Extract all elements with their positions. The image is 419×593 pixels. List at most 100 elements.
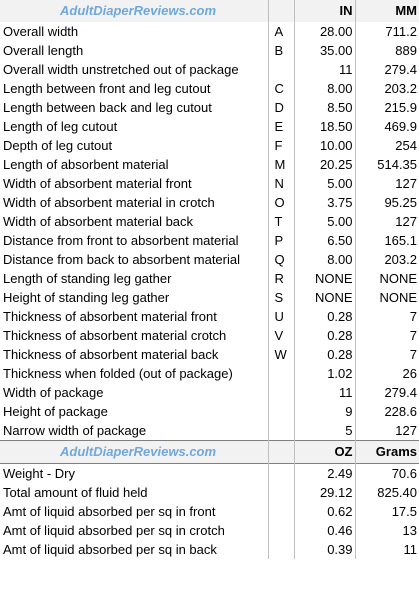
- row-in-value: 20.25: [294, 155, 356, 174]
- row-mm-value: 95.25: [384, 195, 417, 210]
- row-label: Width of absorbent material back: [0, 212, 269, 231]
- row-label: Length of leg cutout: [0, 117, 269, 136]
- table-row: Total amount of fluid held 29.12 825.40: [0, 483, 419, 502]
- table-row: Amt of liquid absorbed per sq in back 0.3…: [0, 540, 419, 559]
- row-label: Overall length: [0, 41, 269, 60]
- row-in-value: 0.28: [294, 345, 356, 364]
- row-in-value: 5: [294, 421, 356, 441]
- row-mm-value: 7: [409, 347, 417, 362]
- table-row: Width of absorbent material back T 5.00 127: [0, 212, 419, 231]
- table-row: Thickness of absorbent material crotch V 0…: [0, 326, 419, 345]
- weights-section: AdultDiaperReviews.com OZ Grams Weight -…: [0, 440, 419, 559]
- row-label: Distance from front to absorbent materia…: [0, 231, 269, 250]
- row-in-value: 8.00: [294, 79, 356, 98]
- header-row: AdultDiaperReviews.com IN MM: [0, 0, 419, 22]
- row-code: N: [268, 174, 295, 193]
- row-mm-value: 26: [402, 366, 417, 381]
- row-mm-value: 127: [395, 176, 417, 191]
- row-mm-value: 469.9: [384, 119, 417, 134]
- row-in-value: 5.00: [294, 174, 356, 193]
- row-oz-value: 0.62: [294, 502, 356, 521]
- row-code: P: [268, 231, 295, 250]
- row-in-value: NONE: [294, 288, 356, 307]
- table-row: Overall length B 35.00 889: [0, 41, 419, 60]
- row-mm-value: 254: [395, 138, 417, 153]
- row-label: Width of package: [0, 383, 269, 402]
- table-row: Length between back and leg cutout D 8.50 2…: [0, 98, 419, 117]
- row-in-value: 18.50: [294, 117, 356, 136]
- row-label: Length between front and leg cutout: [0, 79, 269, 98]
- row-in-value: 35.00: [294, 41, 356, 60]
- table-row: Thickness when folded (out of package) 1.…: [0, 364, 419, 383]
- row-label: Depth of leg cutout: [0, 136, 269, 155]
- row-code: B: [268, 41, 295, 60]
- row-label: Distance from back to absorbent material: [0, 250, 269, 269]
- row-code: R: [268, 269, 295, 288]
- table-row: Distance from front to absorbent materia…: [0, 231, 419, 250]
- table-row: Length of standing leg gather R NONE NONE: [0, 269, 419, 288]
- grams-header: Grams: [355, 440, 419, 464]
- table-row: Amt of liquid absorbed per sq in front 0.…: [0, 502, 419, 521]
- row-mm-value: 203.2: [384, 81, 417, 96]
- row-code: [268, 60, 295, 79]
- table-row: Overall width A 28.00 711.2: [0, 22, 419, 41]
- spec-table: AdultDiaperReviews.com IN MM Overall wid…: [0, 0, 419, 559]
- row-label: Thickness when folded (out of package): [0, 364, 269, 383]
- row-label: Thickness of absorbent material back: [0, 345, 269, 364]
- row-label: Weight - Dry: [0, 463, 269, 483]
- row-code: M: [268, 155, 295, 174]
- row-mm-value: 215.9: [384, 100, 417, 115]
- row-code: [268, 383, 295, 402]
- row-label: Overall width: [0, 22, 269, 41]
- row-oz-value: 0.39: [294, 540, 356, 559]
- mm-header: MM: [355, 0, 419, 22]
- row-mm-value: 165.1: [384, 233, 417, 248]
- table-row: Width of absorbent material front N 5.00 12…: [0, 174, 419, 193]
- row-grams-value: 17.5: [391, 504, 417, 519]
- oz-header: OZ: [294, 440, 356, 464]
- row-mm-value: NONE: [379, 290, 417, 305]
- row-label: Amt of liquid absorbed per sq in front: [0, 502, 269, 521]
- row-code: [268, 463, 295, 483]
- code-header: [268, 0, 295, 22]
- row-code: V: [268, 326, 295, 345]
- row-in-value: 9: [294, 402, 356, 421]
- row-in-value: 1.02: [294, 364, 356, 383]
- row-in-value: 3.75: [294, 193, 356, 212]
- row-in-value: 5.00: [294, 212, 356, 231]
- table-row: Thickness of absorbent material front U 0.…: [0, 307, 419, 326]
- row-mm-value: 127: [395, 423, 417, 438]
- table-row: Weight - Dry 2.49 70.6: [0, 463, 419, 483]
- table-row: Length of leg cutout E 18.50 469.9: [0, 117, 419, 136]
- row-mm-value: 127: [395, 214, 417, 229]
- row-label: Narrow width of package: [0, 421, 269, 441]
- table-row: Height of standing leg gather S NONE NONE: [0, 288, 419, 307]
- row-in-value: 11: [294, 383, 356, 402]
- row-mm-value: 228.6: [384, 404, 417, 419]
- row-label: Height of standing leg gather: [0, 288, 269, 307]
- row-code: Q: [268, 250, 295, 269]
- row-label: Overall width unstretched out of package: [0, 60, 269, 79]
- row-in-value: 8.00: [294, 250, 356, 269]
- row-label: Thickness of absorbent material front: [0, 307, 269, 326]
- row-in-value: NONE: [294, 269, 356, 288]
- row-in-value: 0.28: [294, 326, 356, 345]
- row-in-value: 0.28: [294, 307, 356, 326]
- row-mm-value: 203.2: [384, 252, 417, 267]
- row-grams-value: 11: [403, 542, 418, 557]
- row-code: W: [268, 345, 295, 364]
- row-in-value: 28.00: [294, 22, 356, 41]
- row-label: Height of package: [0, 402, 269, 421]
- row-code: C: [268, 79, 295, 98]
- row-in-value: 8.50: [294, 98, 356, 117]
- row-label: Length between back and leg cutout: [0, 98, 269, 117]
- in-header: IN: [294, 0, 356, 22]
- row-mm-value: 889: [395, 43, 417, 58]
- row-in-value: 11: [294, 60, 356, 79]
- row-code: [268, 502, 295, 521]
- row-label: Length of standing leg gather: [0, 269, 269, 288]
- row-mm-value: NONE: [379, 271, 417, 286]
- brand-label-2: AdultDiaperReviews.com: [0, 440, 269, 464]
- row-label: Thickness of absorbent material crotch: [0, 326, 269, 345]
- row-oz-value: 29.12: [294, 483, 356, 502]
